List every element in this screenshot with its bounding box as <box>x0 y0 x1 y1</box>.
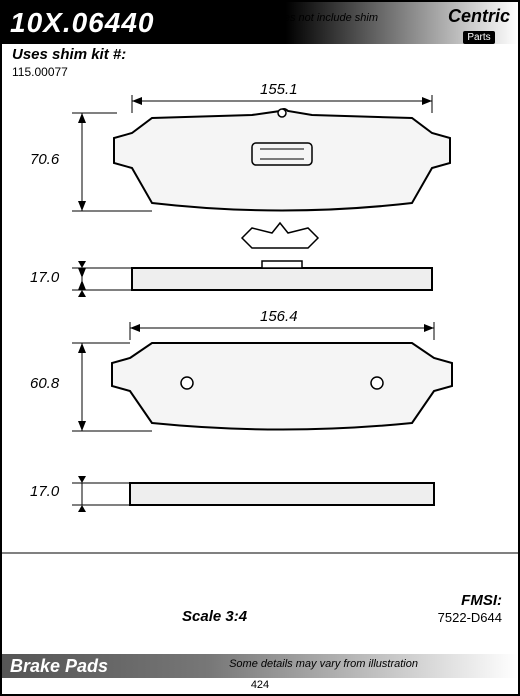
header-bar: 10X.06440 Thickness shown does not inclu… <box>2 2 518 44</box>
page-number: 424 <box>2 678 518 691</box>
brand-logo: Centric Parts <box>448 6 510 45</box>
brand-name: Centric <box>448 6 510 27</box>
dim-top-height: 70.6 <box>30 151 59 168</box>
brand-sub: Parts <box>463 31 494 44</box>
dim-top-thickness: 17.0 <box>30 269 59 286</box>
technical-drawing <box>2 83 518 643</box>
dim-top-width: 155.1 <box>260 81 298 98</box>
dim-bottom-height: 60.8 <box>30 375 59 392</box>
part-number: 10X.06440 <box>10 7 154 39</box>
footer-note: Some details may vary from illustration <box>229 658 418 670</box>
fmsi-label: FMSI: <box>461 592 502 609</box>
dim-bottom-width: 156.4 <box>260 308 298 325</box>
dim-bottom-thickness: 17.0 <box>30 483 59 500</box>
footer-bar: Brake Pads Some details may vary from il… <box>2 654 518 678</box>
diagram-canvas: 155.1 70.6 17.0 156.4 60.8 17.0 Scale 3:… <box>2 83 518 643</box>
footer-title: Brake Pads <box>10 656 108 677</box>
shim-label: Uses shim kit #: <box>2 44 518 65</box>
scale-label: Scale 3:4 <box>182 608 247 625</box>
footer: Brake Pads Some details may vary from il… <box>2 654 518 694</box>
thickness-note: Thickness shown does not include shim <box>184 12 378 24</box>
fmsi-value: 7522-D644 <box>438 610 502 625</box>
